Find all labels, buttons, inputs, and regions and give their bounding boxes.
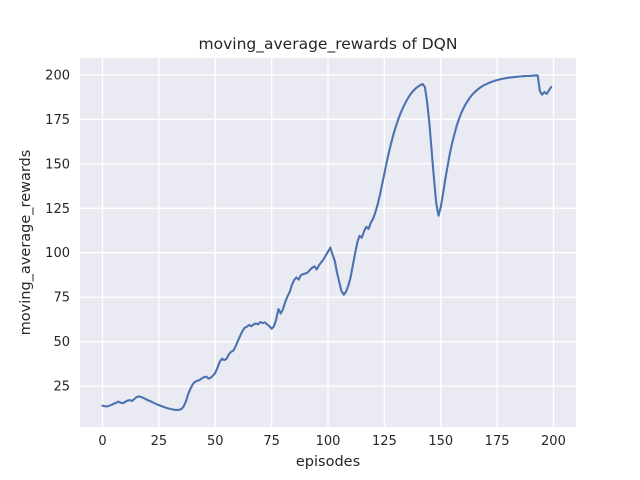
tick-labels: 0 25 50 75 100 125 150 175 200 25 50 75 100 125 150 175… <box>45 68 566 449</box>
x-tick-label: 25 <box>151 434 168 449</box>
x-tick-label: 150 <box>428 434 453 449</box>
y-tick-label: 100 <box>45 246 70 261</box>
x-tick-label: 125 <box>372 434 397 449</box>
data-series <box>101 74 553 411</box>
x-tick-label: 50 <box>207 434 224 449</box>
y-tick-label: 75 <box>53 291 70 306</box>
x-tick-label: 100 <box>316 434 341 449</box>
y-tick-label: 25 <box>53 380 70 395</box>
gridlines <box>80 58 576 427</box>
x-axis-label: episodes <box>296 454 360 470</box>
y-tick-label: 150 <box>45 157 70 172</box>
x-tick-label: 175 <box>485 434 510 449</box>
chart-title: moving_average_rewards of DQN <box>199 35 458 54</box>
x-tick-label: 200 <box>541 434 566 449</box>
reward-line <box>101 74 553 411</box>
x-tick-label: 75 <box>263 434 280 449</box>
x-tick-label: 0 <box>98 434 106 449</box>
y-axis-label: moving_average_rewards <box>18 150 34 336</box>
y-tick-label: 175 <box>45 113 70 128</box>
y-tick-label: 50 <box>53 335 70 350</box>
y-tick-label: 200 <box>45 68 70 83</box>
y-tick-label: 125 <box>45 202 70 217</box>
